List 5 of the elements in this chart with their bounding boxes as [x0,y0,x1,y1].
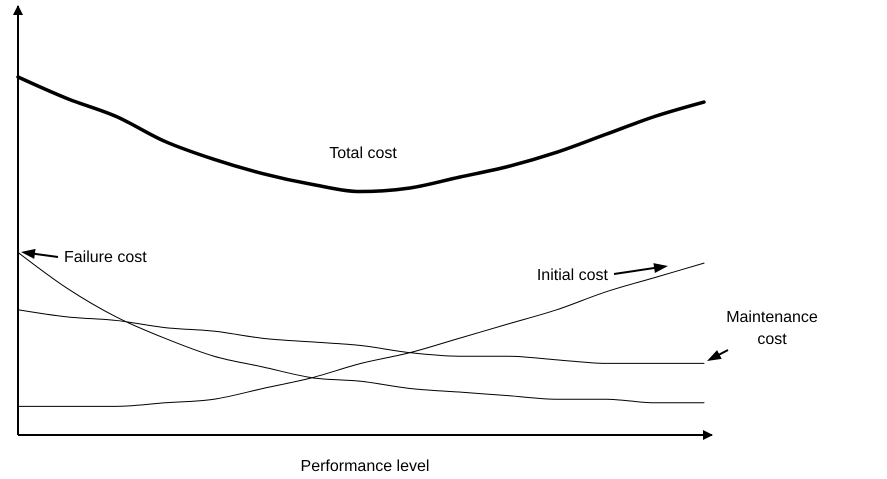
x-axis-title: Performance level [300,458,430,475]
legend-label: Failure cost [64,249,148,266]
series-label: Maintenance cost [726,309,818,348]
series-label: Initial cost [536,267,609,284]
series-label: Total cost [329,145,398,162]
